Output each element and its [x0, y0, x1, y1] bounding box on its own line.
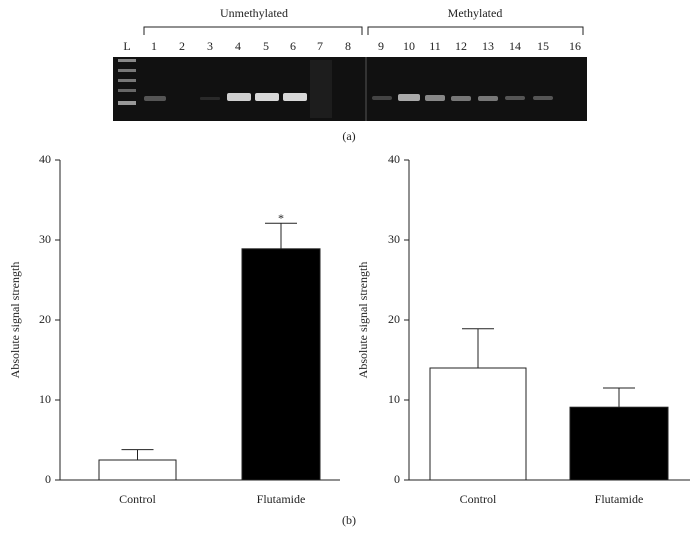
y-tick-label: 20 [39, 312, 51, 326]
bar [569, 406, 669, 481]
x-tick-label: Control [460, 492, 497, 506]
y-tick-label: 0 [394, 472, 400, 486]
y-axis-label: Absolute signal strength [356, 262, 370, 379]
lane-label: 6 [290, 39, 296, 53]
lane-label: 8 [345, 39, 351, 53]
lane-label: 7 [317, 39, 323, 53]
y-tick-label: 10 [39, 392, 51, 406]
group-brackets [143, 26, 584, 35]
y-tick-label: 10 [388, 392, 400, 406]
gel-image [113, 57, 587, 121]
panel-label: (b) [342, 513, 356, 527]
y-tick-label: 0 [45, 472, 51, 486]
y-tick-label: 20 [388, 312, 400, 326]
lane-label: 4 [235, 39, 241, 53]
bar [429, 367, 527, 481]
lane-label: 9 [378, 39, 384, 53]
y-tick-label: 30 [39, 232, 51, 246]
y-axis-label: Absolute signal strength [8, 262, 22, 379]
annotation: * [278, 211, 284, 225]
bar [241, 248, 321, 481]
y-tick-label: 40 [39, 152, 51, 166]
panel-label: (a) [342, 129, 355, 143]
group-label: Methylated [448, 6, 503, 20]
lane-label: 16 [569, 39, 581, 53]
x-tick-label: Flutamide [595, 492, 644, 506]
y-tick-label: 40 [388, 152, 400, 166]
lane-label: 14 [509, 39, 521, 53]
lane-label: 5 [263, 39, 269, 53]
lane-labels: L 1 2 3 4 5 6 7 8 9 10 11 12 13 14 15 16 [123, 39, 581, 53]
y-tick-label: 30 [388, 232, 400, 246]
lane-label: 10 [403, 39, 415, 53]
lane-label: 1 [151, 39, 157, 53]
lane-label: 3 [207, 39, 213, 53]
lane-label: 2 [179, 39, 185, 53]
bar [98, 459, 177, 481]
lane-label: 15 [537, 39, 549, 53]
lane-label: 12 [455, 39, 467, 53]
lane-label: 11 [429, 39, 441, 53]
x-tick-label: Control [119, 492, 156, 506]
group-label: Unmethylated [220, 6, 288, 20]
x-tick-label: Flutamide [257, 492, 306, 506]
lane-label: 13 [482, 39, 494, 53]
lane-label: L [123, 39, 130, 53]
